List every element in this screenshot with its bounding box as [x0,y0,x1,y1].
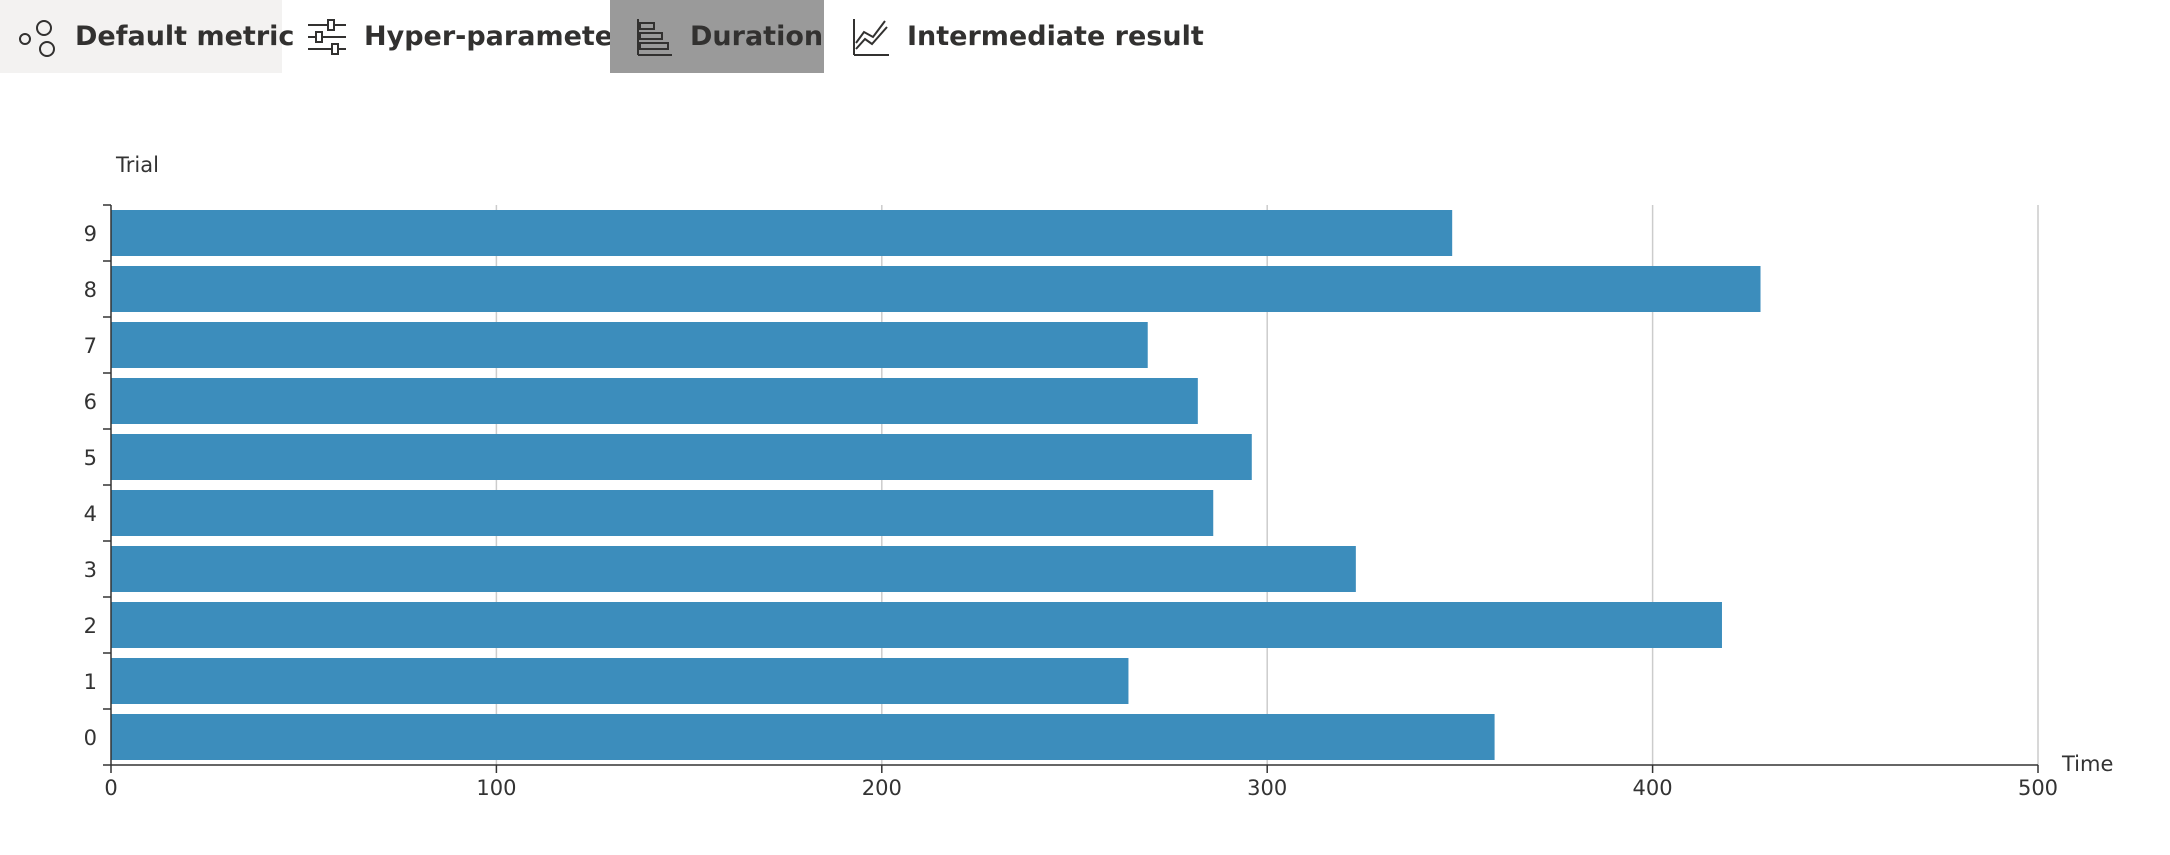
bar-trial-3[interactable] [111,546,1356,592]
x-tick-label: 200 [862,776,902,800]
x-tick-label: 100 [476,776,516,800]
tab-duration[interactable]: Duration [610,0,824,73]
y-tick-label: 2 [84,614,97,638]
bar-trial-8[interactable] [111,266,1761,312]
y-tick-label: 8 [84,278,97,302]
y-tick-label: 9 [84,222,97,246]
bar-trial-4[interactable] [111,490,1214,536]
tab-hyper-parameter[interactable]: Hyper-parameter [282,0,626,73]
y-tick-label: 1 [84,670,97,694]
bar-trial-7[interactable] [111,322,1148,368]
tab-intermediate-result[interactable]: Intermediate result [824,0,1224,73]
y-tick-label: 6 [84,390,97,414]
bar-trial-5[interactable] [111,434,1252,480]
scatter-circles-icon [17,15,61,59]
tab-bar: Default metric Hyper-parameter Du [0,0,1224,73]
y-tick-label: 7 [84,334,97,358]
sliders-icon [306,15,350,59]
tab-default-metric[interactable]: Default metric [0,0,294,73]
y-axis-label: Trial [115,153,159,177]
tab-label: Duration [690,21,824,52]
bar-trial-2[interactable] [111,602,1722,648]
bar-trial-1[interactable] [111,658,1129,704]
tab-label: Intermediate result [907,21,1204,52]
bar-trial-6[interactable] [111,378,1198,424]
x-axis-label: Time [2061,752,2113,776]
x-tick-label: 0 [104,776,117,800]
bar-trial-0[interactable] [111,714,1495,760]
y-tick-label: 5 [84,446,97,470]
x-tick-label: 400 [1633,776,1673,800]
x-tick-label: 500 [2018,776,2058,800]
y-tick-label: 3 [84,558,97,582]
line-chart-icon [849,15,893,59]
bar-trial-9[interactable] [111,210,1453,256]
x-tick-label: 300 [1247,776,1287,800]
bar-chart-icon [632,15,676,59]
tab-label: Default metric [75,21,295,52]
y-tick-label: 0 [84,726,97,750]
tab-label: Hyper-parameter [364,21,627,52]
y-tick-label: 4 [84,502,97,526]
